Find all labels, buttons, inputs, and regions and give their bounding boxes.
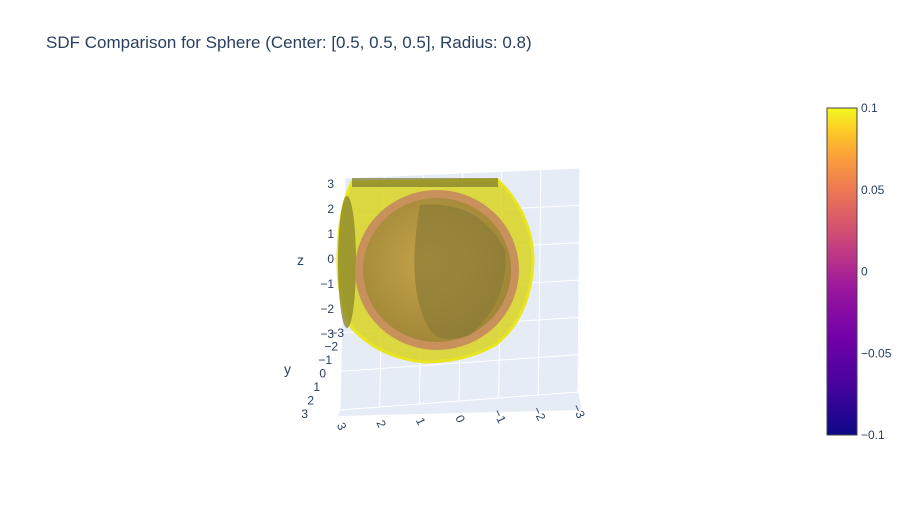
inner-shadow: [414, 204, 506, 339]
y-tick-label: −2: [324, 340, 338, 354]
colorbar-ticks: 0.1 0.05 0 −0.05 −0.1: [861, 101, 892, 442]
y-tick-label: 2: [307, 394, 314, 408]
grid-line-horizontal: [340, 354, 579, 372]
x-tick-label: 0: [452, 413, 468, 425]
z-tick-label: 1: [327, 227, 334, 241]
y-tick-label: −3: [330, 326, 344, 340]
x-tick-label: 1: [413, 415, 429, 427]
y-tick-label: 0: [319, 367, 326, 381]
colorbar-tick-label: 0.1: [861, 101, 878, 115]
grid-line-horizontal: [339, 391, 579, 411]
colorbar-tick-label: 0: [861, 265, 868, 279]
outer-top-band: [352, 178, 498, 187]
z-axis-title: z: [297, 252, 304, 268]
y-tick-label: −1: [318, 353, 332, 367]
z-tick-label: 2: [327, 202, 334, 216]
x-tick-label: −1: [490, 407, 509, 426]
x-tick-label: −2: [530, 405, 549, 424]
floor-pane: [338, 392, 582, 416]
x-tick-label: 3: [334, 420, 350, 432]
y-tick-label: 1: [313, 380, 320, 394]
x-tick-label: −3: [569, 402, 588, 421]
z-tick-label: 3: [327, 177, 334, 191]
z-tick-label: −2: [320, 302, 334, 316]
colorbar-scale: [826, 107, 858, 436]
z-tick-label: −1: [320, 277, 334, 291]
z-tick-label: −3: [320, 327, 334, 341]
chart-title: SDF Comparison for Sphere (Center: [0.5,…: [46, 33, 532, 52]
outer-left-cap: [338, 196, 356, 328]
z-tick-label: 0: [327, 252, 334, 266]
colorbar-tick-label: −0.05: [861, 346, 892, 360]
colorbar-tick-label: −0.1: [861, 428, 885, 442]
grid-line-vertical: [577, 167, 581, 393]
x-tick-label: 2: [373, 418, 389, 430]
colorbar[interactable]: 0.1 0.05 0 −0.05 −0.1: [826, 101, 892, 442]
isosurface-group: [336, 178, 535, 364]
y-axis-title: y: [284, 361, 291, 377]
colorbar-tick-label: 0.05: [861, 183, 885, 197]
y-tick-label: 3: [301, 407, 308, 421]
